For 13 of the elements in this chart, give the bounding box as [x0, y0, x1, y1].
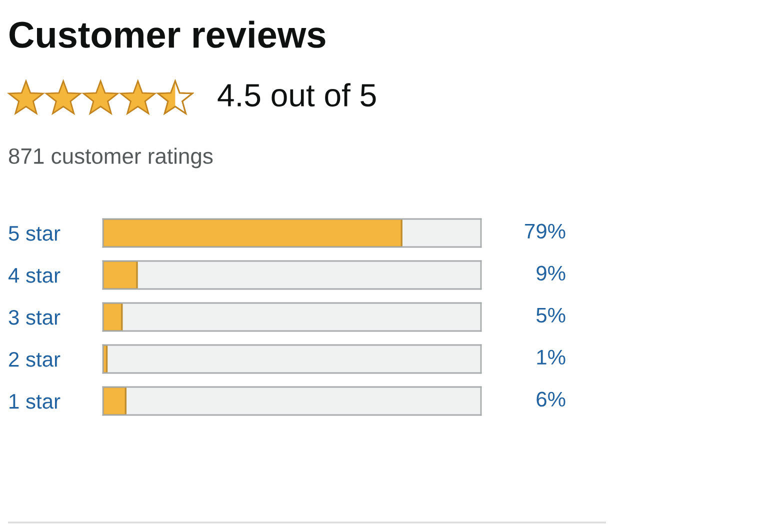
y-tick-label: 5 star [8, 226, 60, 241]
chart-title: Customer reviews [10, 20, 326, 48]
data-label: 79% [525, 224, 566, 239]
data-label: 1% [537, 350, 566, 365]
data-label: 6% [536, 392, 566, 407]
chart-subtitle: 4.5 out of 5 [218, 83, 376, 107]
data-label: 9% [536, 266, 566, 281]
y-tick-label: 4 star [8, 268, 60, 283]
text: 871 customer ratings [8, 148, 213, 168]
y-tick-label: 1 star [10, 394, 60, 409]
data-label: 5% [536, 308, 566, 323]
y-tick-label: 3 star [8, 310, 60, 325]
y-tick-label: 2 star [9, 352, 60, 367]
